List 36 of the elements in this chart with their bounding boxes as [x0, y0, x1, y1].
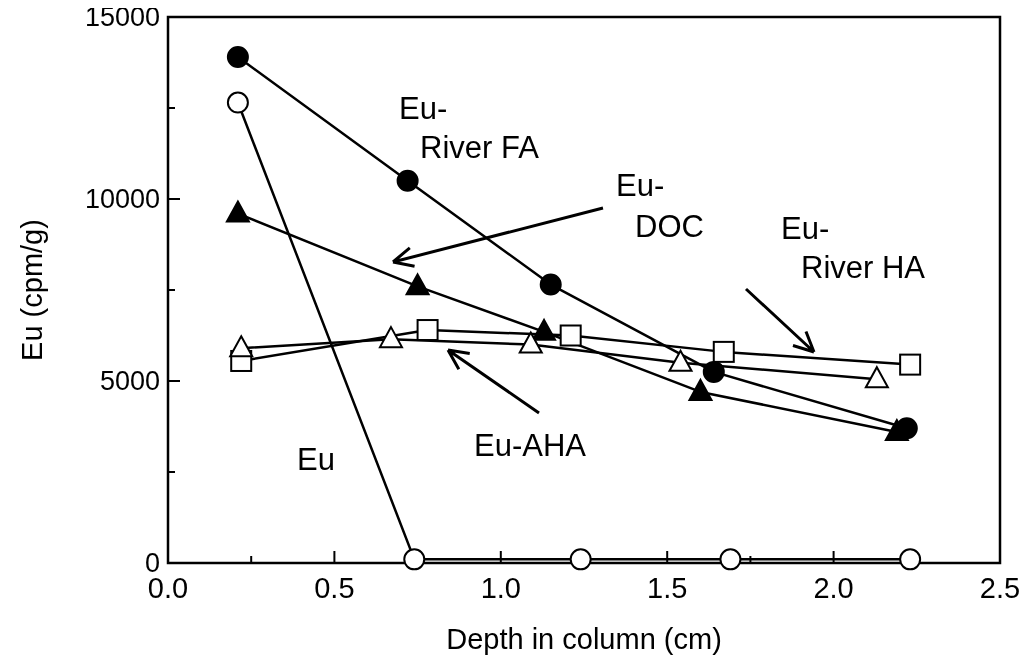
point: [899, 353, 922, 376]
x-axis-title: Depth in column (cm): [446, 623, 722, 655]
y-tick-label: 5000: [99, 366, 160, 397]
point: [226, 91, 249, 114]
point: [719, 548, 742, 571]
y-axis-title: Eu (cpm/g): [16, 219, 48, 361]
point: [559, 324, 582, 347]
point: [405, 273, 430, 296]
point: [688, 378, 713, 401]
point: [712, 340, 735, 363]
point: [396, 169, 419, 192]
y-tick-label: 10000: [84, 184, 160, 215]
point: [899, 548, 922, 571]
point: [518, 331, 543, 354]
point: [229, 335, 254, 358]
point: [378, 326, 403, 349]
x-tick-label: 2.5: [979, 572, 1021, 604]
y-tick-label: 15000: [84, 2, 160, 33]
point: [226, 46, 249, 69]
point: [884, 418, 909, 441]
point: [225, 200, 250, 223]
x-tick-label: 2.0: [813, 572, 854, 604]
annotation: Eu-River FA: [399, 91, 540, 165]
point: [864, 366, 889, 389]
point: [539, 273, 562, 296]
x-tick-label: 1.5: [647, 572, 688, 604]
annotation: Eu-AHA: [474, 428, 587, 463]
x-tick-label: 1.0: [480, 572, 521, 604]
annotation: Eu-DOC: [616, 168, 704, 244]
annotation: Eu-River HA: [781, 211, 926, 285]
point: [668, 349, 693, 372]
point: [569, 548, 592, 571]
annotation: Eu: [297, 442, 335, 477]
x-tick-label: 0.5: [314, 572, 355, 604]
point: [403, 548, 426, 571]
point: [416, 319, 439, 342]
